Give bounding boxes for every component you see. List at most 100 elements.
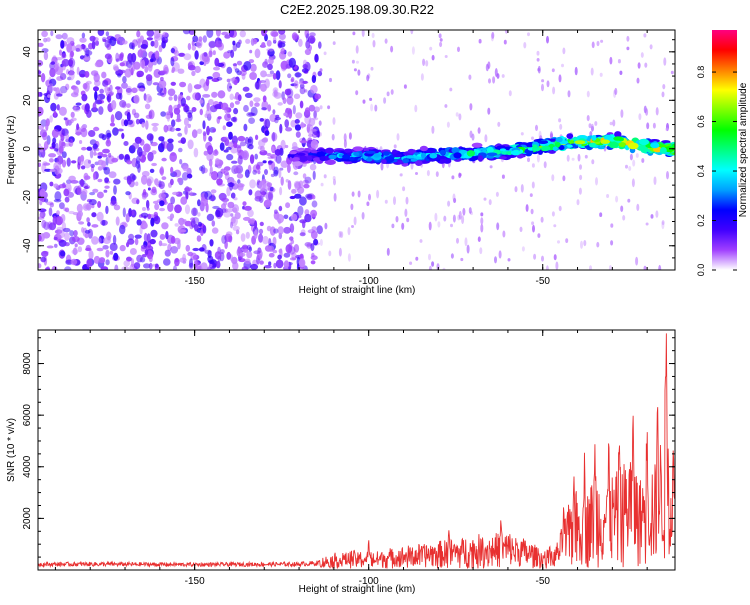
spectrogram-cell bbox=[196, 235, 202, 242]
spectrogram-cell bbox=[341, 158, 352, 162]
spectrogram-cell bbox=[254, 48, 261, 59]
spectrogram-cell bbox=[312, 117, 319, 121]
spectrogram-cell bbox=[274, 149, 281, 156]
spectrogram-cell bbox=[236, 60, 243, 66]
spectrogram-cell bbox=[241, 266, 249, 270]
spectrogram-cell bbox=[469, 156, 479, 161]
spectrogram-cell bbox=[214, 251, 222, 260]
spectrogram-cell bbox=[209, 239, 214, 247]
spectrogram-cell bbox=[140, 244, 147, 250]
spectrogram-cell bbox=[130, 258, 135, 268]
spectrogram-cell bbox=[226, 251, 231, 260]
spectrogram-cell bbox=[658, 264, 662, 270]
spectrogram-cell bbox=[214, 57, 220, 67]
spectrogram-cell bbox=[314, 93, 322, 100]
figure-title: C2E2.2025.198.09.30.R22 bbox=[280, 2, 434, 17]
spectrogram-cell bbox=[566, 133, 574, 140]
colorbar-tick-label: 0.0 bbox=[696, 264, 706, 277]
spectrogram-cell bbox=[496, 73, 500, 79]
spectrogram-cell bbox=[627, 142, 639, 150]
spectrogram-cell bbox=[246, 251, 253, 259]
spectrogram-cell bbox=[126, 256, 132, 262]
spectrogram-cell bbox=[154, 203, 160, 211]
spectrogram-cell bbox=[153, 211, 158, 217]
spectrogram-cell bbox=[262, 160, 267, 164]
spectrogram-cell bbox=[130, 209, 137, 218]
spectrogram-cell bbox=[84, 175, 91, 180]
spectrogram-cell bbox=[170, 166, 174, 174]
spectrogram-cell bbox=[241, 244, 249, 250]
spectrogram-cell bbox=[167, 88, 176, 97]
spectrogram-cell bbox=[272, 236, 277, 246]
spectrogram-cell bbox=[152, 82, 160, 86]
spectrogram-cell bbox=[279, 186, 283, 196]
spectrogram-cell bbox=[541, 255, 544, 262]
spectrogram-cell bbox=[84, 71, 90, 78]
spectrogram-cell bbox=[119, 224, 126, 235]
x-tick-label: -50 bbox=[536, 576, 551, 587]
spectrogram-cell bbox=[444, 104, 448, 108]
spectrogram-cell bbox=[105, 139, 112, 147]
spectrogram-cell bbox=[304, 30, 310, 39]
spectrogram-cell bbox=[47, 94, 51, 98]
spectrogram-cell bbox=[486, 146, 494, 154]
spectrogram-cell bbox=[117, 128, 124, 132]
spectrogram-cell bbox=[59, 85, 68, 94]
spectrogram-cell bbox=[49, 202, 54, 208]
spectrogram-cell bbox=[159, 70, 167, 74]
spectrogram-cell bbox=[46, 84, 53, 94]
spectrogram-cell bbox=[101, 219, 106, 226]
spectrogram-cell bbox=[533, 253, 537, 260]
spectrogram-cell bbox=[316, 151, 326, 158]
spectrogram-cell bbox=[93, 86, 99, 92]
spectrogram-cell bbox=[39, 199, 43, 206]
spectrogram-cell bbox=[302, 80, 308, 84]
spectrogram-cell bbox=[320, 182, 324, 187]
spectrogram-cell bbox=[558, 118, 562, 123]
spectrogram-cell bbox=[553, 254, 557, 261]
spectrogram-cell bbox=[453, 197, 457, 203]
spectrogram-cell bbox=[48, 158, 54, 163]
spectrogram-cell bbox=[537, 233, 541, 238]
spectrogram-cell bbox=[194, 223, 199, 232]
spectrogram-cell bbox=[255, 134, 259, 140]
spectrogram-cell bbox=[494, 256, 497, 264]
spectrogram-cell bbox=[239, 30, 246, 38]
spectrogram-cell bbox=[221, 234, 227, 244]
spectrogram-cell bbox=[84, 103, 90, 112]
spectrogram-cell bbox=[98, 133, 105, 139]
spectrogram-cell bbox=[600, 139, 610, 144]
spectrogram-cell bbox=[146, 176, 154, 184]
spectrogram-cell bbox=[574, 140, 586, 145]
spectrogram-cell bbox=[289, 223, 295, 234]
spectrogram-cell bbox=[146, 30, 155, 37]
spectrogram-cell bbox=[39, 213, 43, 218]
spectrogram-cell bbox=[152, 200, 159, 204]
spectrogram-cell bbox=[217, 90, 226, 99]
spectrogram-cell bbox=[226, 66, 233, 74]
spectrogram-cell bbox=[48, 83, 54, 92]
spectrogram-cell bbox=[113, 66, 119, 72]
spectrogram-cell bbox=[193, 84, 202, 90]
spectrogram-cell bbox=[632, 159, 636, 167]
spectrogram-cell bbox=[104, 177, 109, 183]
spectrogram-cell bbox=[351, 191, 355, 197]
spectrogram-cell bbox=[187, 139, 194, 150]
spectrogram-cell bbox=[150, 217, 155, 227]
spectrogram-cell bbox=[422, 58, 426, 66]
spectrogram-cell bbox=[135, 118, 140, 125]
spectrogram-cell bbox=[332, 117, 336, 125]
spectrogram-cell bbox=[366, 201, 370, 207]
spectrogram-cell bbox=[174, 257, 180, 267]
spectrogram-cell bbox=[93, 71, 98, 78]
spectrogram-cell bbox=[113, 252, 119, 261]
spectrogram-cell bbox=[268, 191, 274, 202]
spectrogram-cell bbox=[264, 118, 271, 129]
spectrogram-cell bbox=[437, 221, 441, 228]
spectrogram-cell bbox=[304, 176, 312, 184]
spectrogram-cell bbox=[100, 266, 109, 270]
spectrogram-cell bbox=[76, 203, 83, 213]
spectrogram-cell bbox=[81, 188, 88, 196]
spectrogram-cell bbox=[200, 196, 208, 207]
spectrogram-cell bbox=[97, 201, 102, 208]
